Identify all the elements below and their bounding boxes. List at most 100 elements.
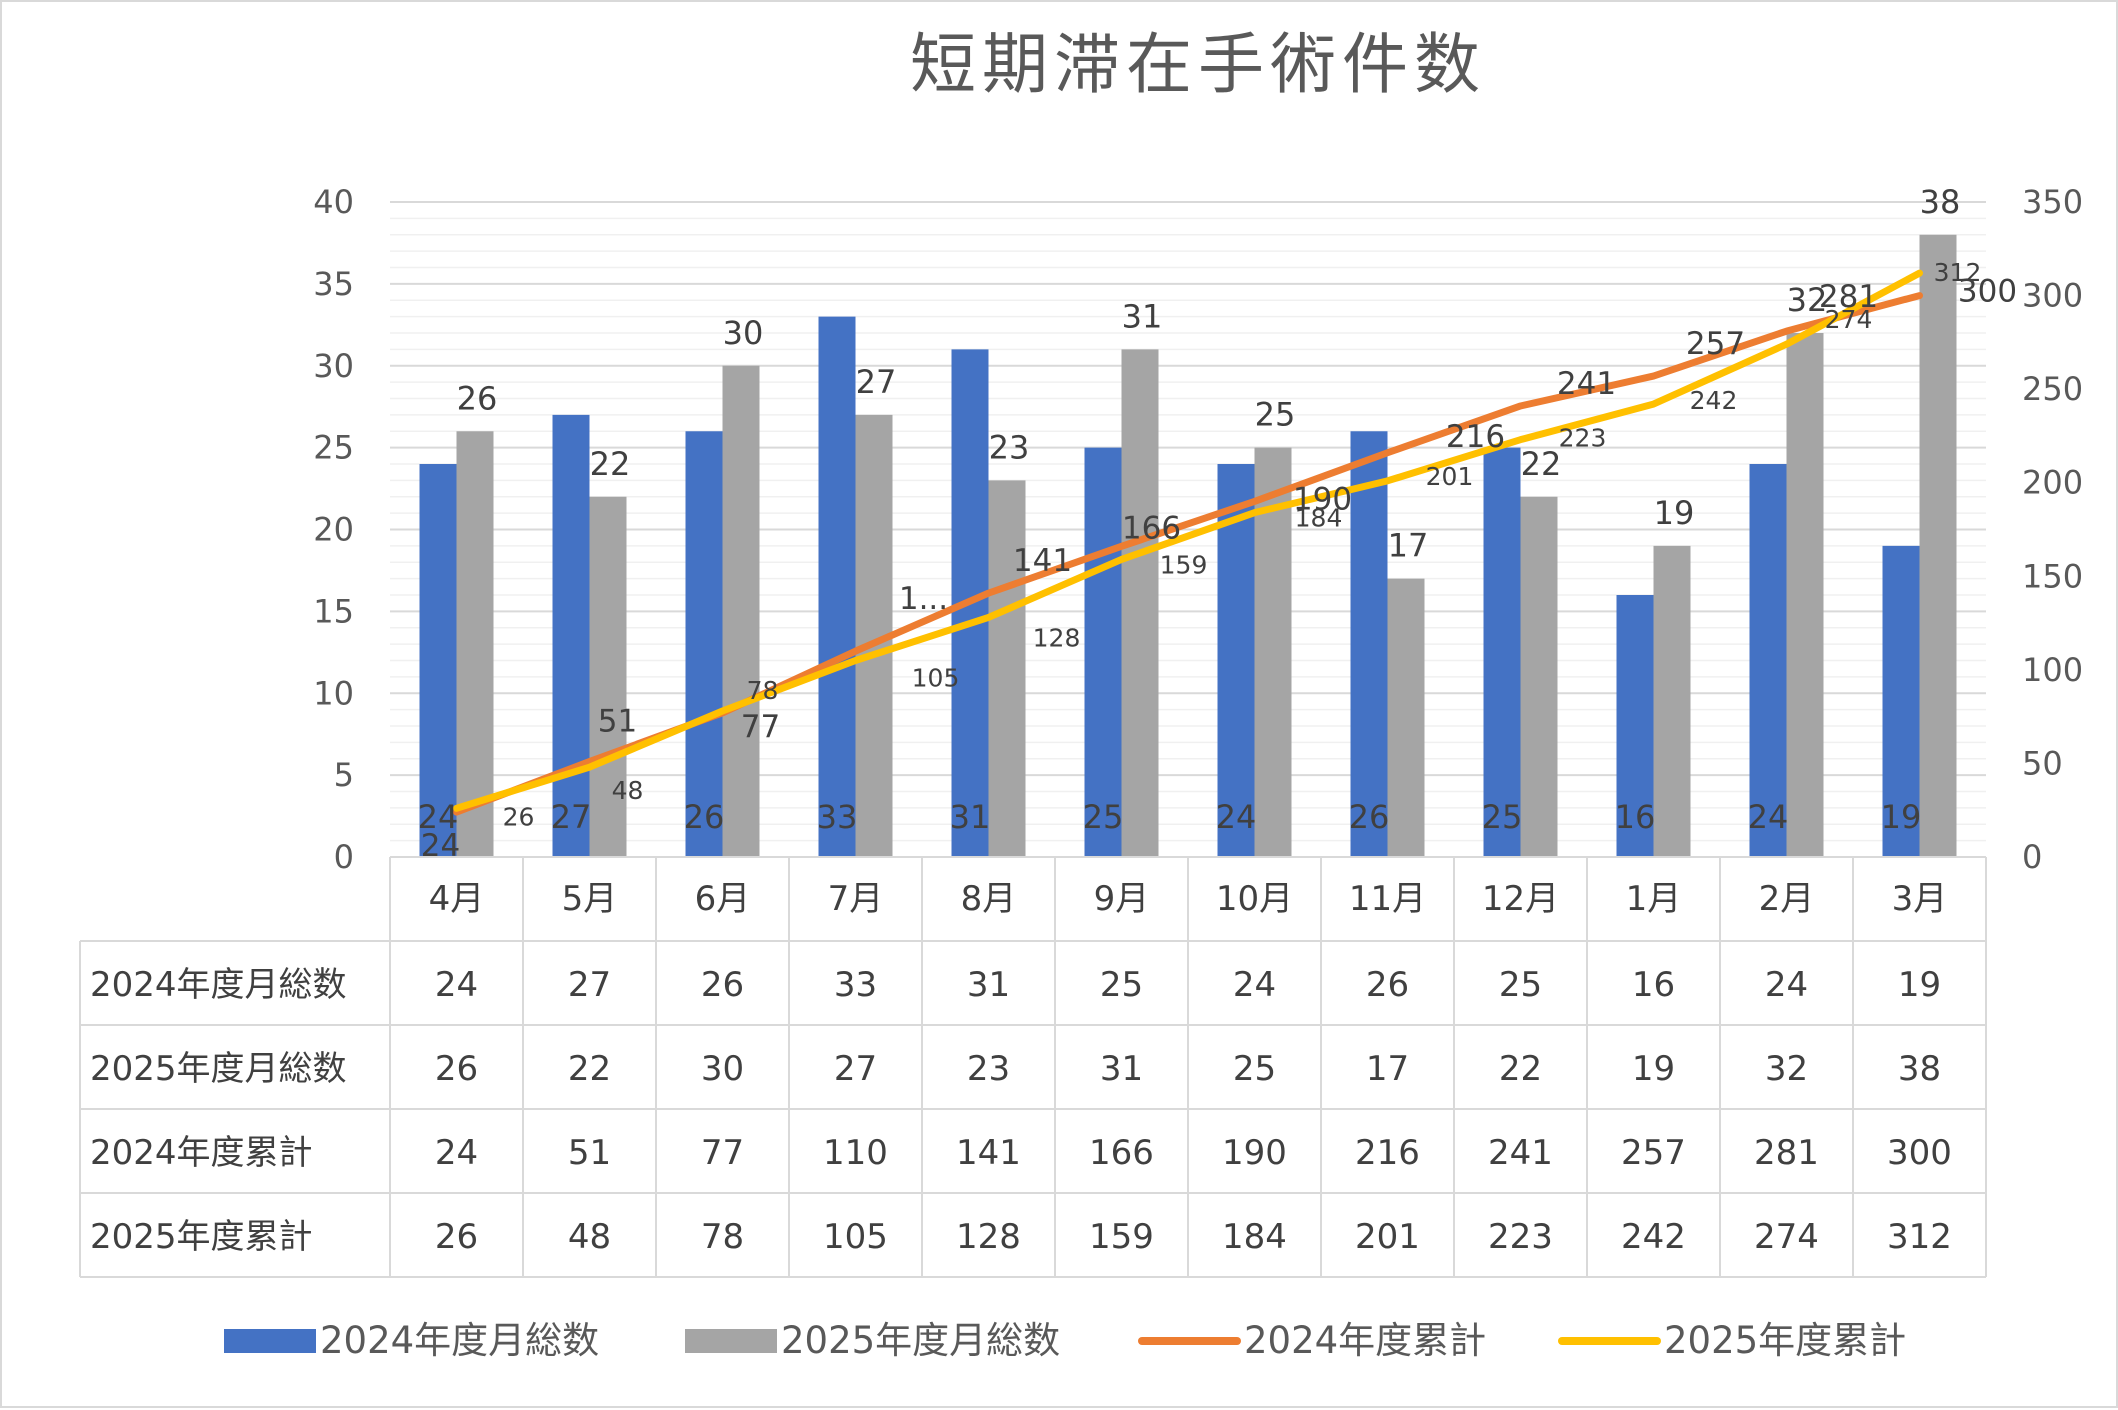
- bar: [456, 431, 494, 857]
- data-label: 1...: [899, 581, 948, 617]
- bar: [1483, 447, 1521, 857]
- table-cell: 32: [1765, 1049, 1808, 1089]
- data-label: 26: [684, 798, 725, 836]
- data-label: 24: [421, 828, 460, 864]
- table-cell: 38: [1898, 1049, 1941, 1089]
- bar: [1882, 545, 1920, 857]
- legend-swatch: [224, 1329, 316, 1353]
- data-label: 26: [457, 379, 498, 417]
- left-axis-tick-label: 5: [334, 756, 354, 794]
- table-cell: 242: [1621, 1217, 1686, 1257]
- x-axis-tick-label: 8月: [961, 879, 1017, 919]
- data-label: 257: [1686, 326, 1745, 362]
- data-label: 24: [1748, 798, 1789, 836]
- data-label: 22: [590, 445, 631, 483]
- x-axis-tick-label: 11月: [1349, 879, 1426, 919]
- legend-item: 2024年度累計: [1138, 1319, 1486, 1362]
- table-cell: 26: [435, 1217, 478, 1257]
- bar: [1350, 431, 1388, 857]
- gridlines: [390, 201, 1986, 842]
- data-label: 16: [1615, 798, 1656, 836]
- table-cell: 141: [956, 1133, 1021, 1173]
- x-axis-tick-label: 6月: [695, 879, 751, 919]
- x-axis-tick-label: 9月: [1094, 879, 1150, 919]
- x-axis-tick-label: 3月: [1892, 879, 1948, 919]
- right-axis-tick-label: 200: [2022, 464, 2083, 502]
- legend: 2024年度月総数 2025年度月総数 2024年度累計 2025年度累計: [224, 1319, 1906, 1362]
- bar: [1749, 464, 1787, 857]
- table-cell: 48: [568, 1217, 611, 1257]
- table-cell: 24: [1765, 965, 1808, 1005]
- bar: [1254, 447, 1292, 857]
- x-axis-tick-label: 1月: [1626, 879, 1682, 919]
- table-cell: 216: [1355, 1133, 1420, 1173]
- table-cell: 110: [823, 1133, 888, 1173]
- right-axis-tick-label: 350: [2022, 183, 2083, 221]
- left-axis-tick-label: 30: [313, 347, 354, 385]
- data-label: 25: [1255, 396, 1296, 434]
- right-axis-tick-label: 100: [2022, 651, 2083, 689]
- bar: [988, 480, 1026, 857]
- data-label: 38: [1920, 183, 1961, 221]
- data-label: 201: [1426, 462, 1474, 491]
- data-label: 159: [1160, 550, 1208, 579]
- table-cell: 51: [568, 1133, 611, 1173]
- x-axis-tick-label: 7月: [828, 879, 884, 919]
- table-cell: 33: [834, 965, 877, 1005]
- right-axis-tick-label: 0: [2022, 838, 2042, 876]
- table-cell: 300: [1887, 1133, 1952, 1173]
- right-axis-tick-label: 250: [2022, 370, 2083, 408]
- data-label: 77: [741, 709, 780, 745]
- data-label: 24: [1216, 798, 1257, 836]
- right-axis-tick-label: 50: [2022, 744, 2063, 782]
- data-label: 24: [418, 798, 459, 836]
- chart-title: 短期滞在手術件数: [910, 26, 1486, 103]
- bars: [419, 234, 1957, 857]
- data-label: 31: [1122, 297, 1163, 335]
- data-label: 281: [1819, 279, 1878, 315]
- data-label: 216: [1446, 419, 1505, 455]
- bar: [1653, 545, 1691, 857]
- data-label: 31: [950, 798, 991, 836]
- bar: [1084, 447, 1122, 857]
- table-cell: 25: [1499, 965, 1542, 1005]
- table-row-header: 2024年度累計: [90, 1133, 313, 1173]
- left-axis: 0 5 10 15 20 25 30 35 40: [313, 183, 354, 876]
- right-axis-tick-label: 150: [2022, 557, 2083, 595]
- left-axis-tick-label: 25: [313, 429, 354, 467]
- bar: [818, 316, 856, 857]
- table-cell: 24: [1233, 965, 1276, 1005]
- legend-label: 2025年度月総数: [781, 1319, 1060, 1362]
- x-axis-tick-label: 5月: [562, 879, 618, 919]
- bar: [419, 464, 457, 857]
- series-line: [453, 269, 1923, 812]
- table-cell: 257: [1621, 1133, 1686, 1173]
- data-label: 105: [912, 664, 960, 693]
- table-cell: 77: [701, 1133, 744, 1173]
- table-cell: 312: [1887, 1217, 1952, 1257]
- table-cell: 26: [435, 1049, 478, 1089]
- table-cell: 27: [568, 965, 611, 1005]
- table-cell: 184: [1222, 1217, 1287, 1257]
- bar: [1387, 578, 1425, 857]
- table-cell: 281: [1754, 1133, 1819, 1173]
- data-label: 27: [551, 798, 592, 836]
- data-label: 25: [1083, 798, 1124, 836]
- legend-swatch: [685, 1329, 777, 1353]
- bar: [1919, 234, 1957, 857]
- table-cell: 201: [1355, 1217, 1420, 1257]
- bar: [589, 496, 627, 857]
- data-label: 17: [1388, 527, 1429, 565]
- legend-item: 2025年度累計: [1558, 1319, 1906, 1362]
- data-label: 23: [989, 428, 1030, 466]
- data-label: 184: [1295, 504, 1343, 533]
- table-cell: 31: [1100, 1049, 1143, 1089]
- table-cell: 274: [1754, 1217, 1819, 1257]
- left-axis-tick-label: 15: [313, 592, 354, 630]
- table-cell: 31: [967, 965, 1010, 1005]
- left-axis-tick-label: 35: [313, 265, 354, 303]
- data-label: 242: [1690, 386, 1738, 415]
- table-cell: 23: [967, 1049, 1010, 1089]
